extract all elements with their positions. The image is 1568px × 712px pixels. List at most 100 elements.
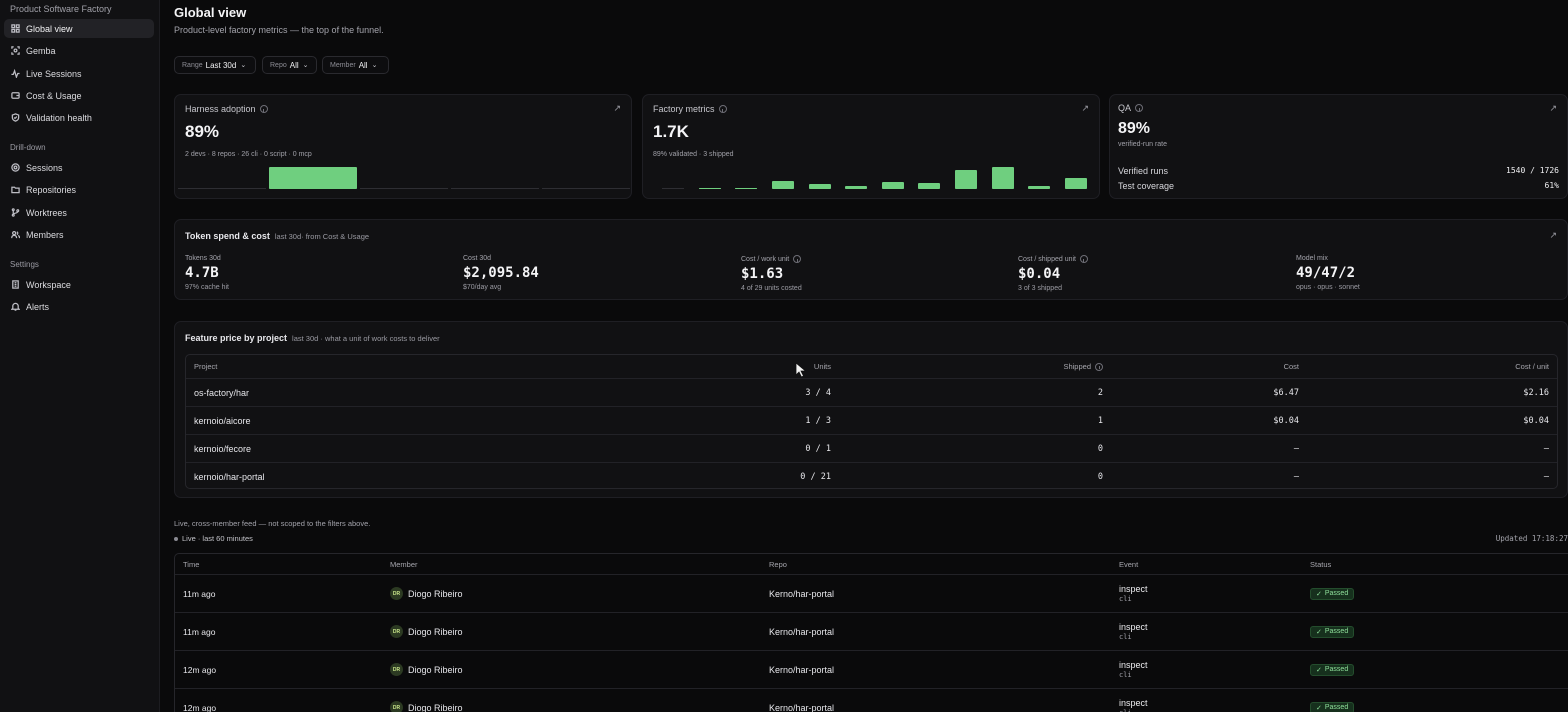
col-header-repo[interactable]: Repo [769,554,787,574]
table-row[interactable]: 11m ago DR Diogo Ribeiro Kerno/har-portal in… [175,612,1568,650]
cost-cell: $0.04 [1273,407,1299,434]
status-badge: ✓ Passed [1310,588,1354,600]
table-row[interactable]: os-factory/har 3 / 4 2 $6.47 $2.16 [186,378,1557,406]
table-row[interactable]: kernoio/fecore 0 / 1 0 – – [186,434,1557,462]
spark-bar[interactable] [1065,178,1087,189]
stat-value: $1.63 [741,266,802,282]
spark-bar[interactable] [918,183,940,189]
col-header-time[interactable]: Time [183,554,199,574]
table-row[interactable]: kernoio/har-portal 0 / 21 0 – – [186,462,1557,489]
col-header-units[interactable]: Units [814,355,831,378]
sidebar-item-label: Worktrees [26,208,67,218]
sidebar-item-label: Sessions [26,163,63,173]
check-icon: ✓ [1316,590,1322,598]
status-badge: ✓ Passed [1310,664,1354,676]
col-header-shipped[interactable]: Shipped [1063,355,1103,378]
table-row[interactable]: 12m ago DR Diogo Ribeiro Kerno/har-portal in… [175,688,1568,712]
status-cell: ✓ Passed [1310,651,1354,688]
spark-bar[interactable] [699,188,721,189]
range-filter[interactable]: Range Last 30d ⌄ [174,56,256,74]
avatar: DR [390,625,403,638]
spark-bar[interactable] [845,186,867,189]
spark-bar[interactable] [882,182,904,189]
spark-bar[interactable] [809,184,831,189]
status-cell: ✓ Passed [1310,575,1354,612]
sidebar-item-label: Gemba [26,46,56,56]
col-header-event[interactable]: Event [1119,554,1138,574]
stat-sub: opus · opus · sonnet [1296,284,1360,291]
spark-bar[interactable] [1028,186,1050,189]
repo-filter[interactable]: Repo All ⌄ [262,56,317,74]
shipped-cell: 0 [1098,463,1103,489]
col-header-status[interactable]: Status [1310,554,1331,574]
event-name: inspect [1119,698,1148,708]
col-header-member[interactable]: Member [390,554,418,574]
sidebar-item-global-view[interactable]: Global view [4,19,154,38]
cost-30d-stat: Cost 30d $2,095.84 $70/day avg [463,255,539,291]
sidebar-item-worktrees[interactable]: Worktrees [4,203,154,222]
sidebar-item-cost-usage[interactable]: Cost & Usage [4,86,154,105]
info-icon[interactable] [1135,104,1143,112]
status-badge: ✓ Passed [1310,626,1354,638]
sidebar-item-validation-health[interactable]: Validation health [4,108,154,127]
folder-icon [11,185,20,194]
info-icon[interactable] [793,255,801,263]
sidebar-item-repositories[interactable]: Repositories [4,180,154,199]
qa-card[interactable]: QA ↗ 89% verified-run rate Verified runs… [1109,94,1568,199]
mouse-cursor-icon [795,362,807,378]
sidebar-item-gemba[interactable]: Gemba [4,41,154,60]
live-dot-icon [174,537,178,541]
sidebar-item-label: Repositories [26,185,76,195]
info-icon[interactable] [1080,255,1088,263]
col-header-cost[interactable]: Cost [1284,355,1299,378]
info-icon[interactable] [719,105,727,113]
open-arrow-icon[interactable]: ↗ [1081,103,1089,114]
feature-price-table: Project Units Shipped Cost Cost / unit o… [185,354,1558,489]
col-header-cost-per-unit[interactable]: Cost / unit [1515,355,1549,378]
member-filter[interactable]: Member All ⌄ [322,56,389,74]
info-icon[interactable] [260,105,268,113]
open-arrow-icon[interactable]: ↗ [613,103,621,114]
info-icon[interactable] [1095,363,1103,371]
sidebar-item-workspace[interactable]: Workspace [4,275,154,294]
tokens-30d-stat: Tokens 30d 4.7B 97% cache hit [185,255,229,291]
time-cell: 11m ago [183,575,215,612]
spark-bar[interactable] [772,181,794,189]
token-spend-card[interactable]: Token spend & cost last 30d· from Cost & … [174,219,1568,300]
cost-per-unit-cell: – [1544,463,1549,489]
git-branch-icon [11,208,20,217]
project-cell: kernoio/har-portal [194,463,265,489]
spark-baseline [662,188,684,189]
open-arrow-icon[interactable]: ↗ [1549,230,1557,241]
sidebar-item-alerts[interactable]: Alerts [4,297,154,316]
live-indicator: Live · last 60 minutes [174,534,253,543]
spark-bar[interactable] [269,167,357,189]
sidebar-item-members[interactable]: Members [4,225,154,244]
sidebar-item-live-sessions[interactable]: Live Sessions [4,64,154,83]
harness-meta: 2 devs · 8 repos · 26 cli · 0 script · 0… [185,151,312,158]
harness-value: 89% [185,122,219,142]
event-name: inspect [1119,622,1148,632]
col-header-project[interactable]: Project [194,355,217,378]
table-row[interactable]: kernoio/aicore 1 / 3 1 $0.04 $0.04 [186,406,1557,434]
time-cell: 12m ago [183,689,216,712]
model-mix-stat: Model mix 49/47/2 opus · opus · sonnet [1296,255,1360,291]
filter-label: Range [182,62,203,69]
harness-adoption-card[interactable]: Harness adoption ↗ 89% 2 devs · 8 repos … [174,94,632,199]
spark-bar[interactable] [992,167,1014,189]
spark-bar[interactable] [735,188,757,189]
avatar: DR [390,587,403,600]
units-cell: 0 / 1 [805,435,831,462]
units-cell: 3 / 4 [805,379,831,406]
qa-row-verified-runs: Verified runs 1540 / 1726 [1118,166,1559,176]
table-row[interactable]: 12m ago DR Diogo Ribeiro Kerno/har-portal in… [175,650,1568,688]
spark-bar[interactable] [955,170,977,189]
member-cell: DR Diogo Ribeiro [390,651,463,688]
sidebar-item-sessions[interactable]: Sessions [4,158,154,177]
event-name: inspect [1119,584,1148,594]
open-arrow-icon[interactable]: ↗ [1549,103,1557,114]
time-cell: 12m ago [183,651,216,688]
table-row[interactable]: 11m ago DR Diogo Ribeiro Kerno/har-portal in… [175,574,1568,612]
factory-metrics-card[interactable]: Factory metrics ↗ 1.7K 89% validated · 3… [642,94,1100,199]
